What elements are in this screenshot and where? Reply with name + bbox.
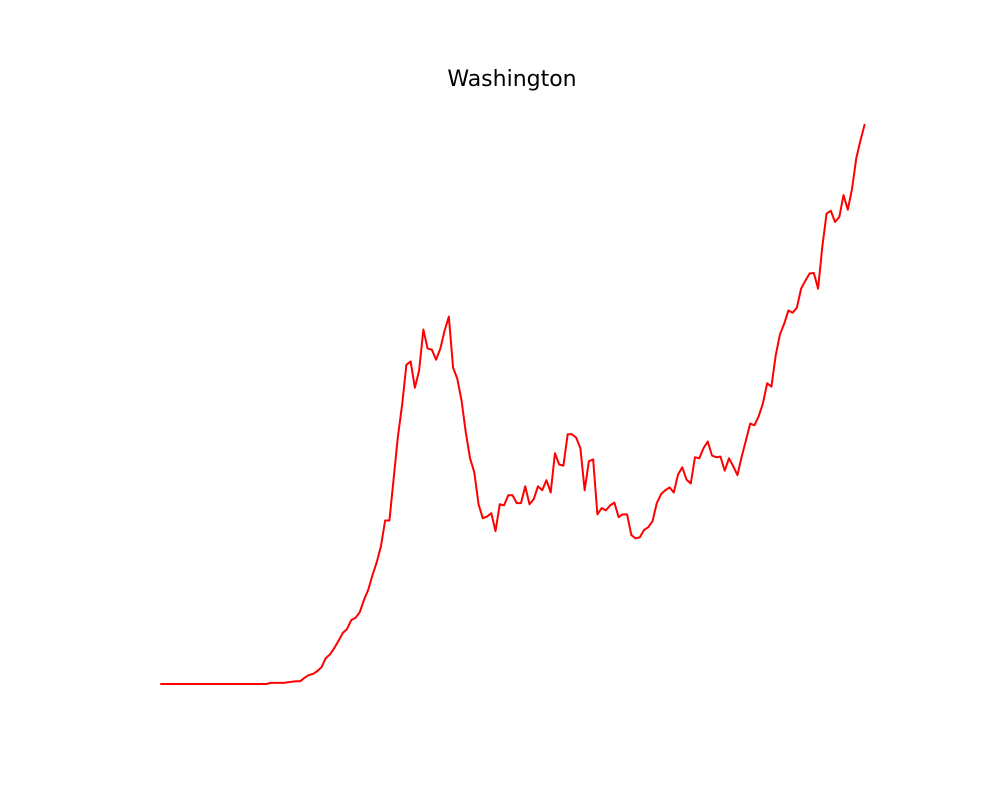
line (160, 123, 866, 685)
chart-title: Washington (447, 67, 576, 92)
